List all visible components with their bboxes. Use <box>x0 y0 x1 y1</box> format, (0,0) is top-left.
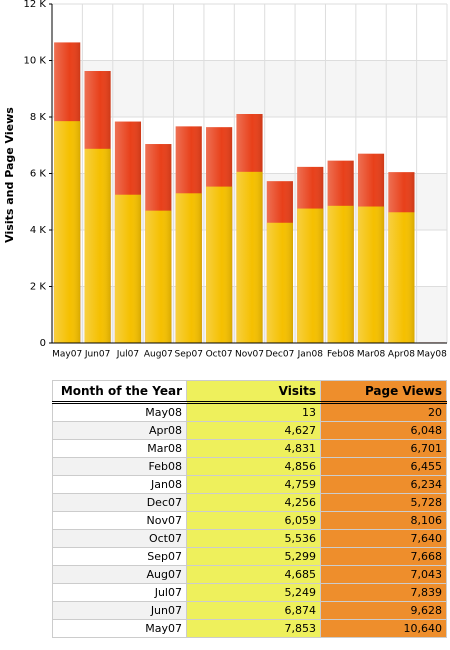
table-row: Apr08 4,627 6,048 <box>52 421 447 440</box>
table-row: Dec07 4,256 5,728 <box>52 493 447 512</box>
bar-shine <box>327 205 354 343</box>
table-row: Aug07 4,685 7,043 <box>52 565 447 584</box>
x-tick-label: May08 <box>417 350 447 360</box>
bar-shine <box>206 186 233 343</box>
table-cell: Jun07 <box>52 601 187 620</box>
header-row: Month of the Year Visits Page Views <box>52 380 447 404</box>
table-row: Sep07 5,299 7,668 <box>52 547 447 566</box>
table-cell: Aug07 <box>52 565 187 584</box>
table-row: May08 13 20 <box>52 402 447 422</box>
bar-shine <box>54 121 81 344</box>
table-cell: Mar08 <box>52 439 187 458</box>
table-cell: Jul07 <box>52 583 187 602</box>
bar-shine <box>114 194 142 343</box>
bar-shine <box>175 193 202 343</box>
table-cell: 7,839 <box>320 583 447 602</box>
x-tick-label: Mar08 <box>357 350 386 360</box>
y-axis-label: Visits and Page Views <box>3 107 16 243</box>
table-cell: May08 <box>52 402 187 422</box>
table-cell: 6,874 <box>186 601 321 620</box>
table-cell: Feb08 <box>52 457 187 476</box>
y-tick-label: 6 K <box>30 169 47 180</box>
table-cell: 6,234 <box>320 475 447 494</box>
data-table: Month of the Year Visits Page Views May08 13… <box>52 380 447 638</box>
table-cell: 20 <box>320 402 447 422</box>
x-tick-label: Aug07 <box>144 350 173 360</box>
table-row: Feb08 4,856 6,455 <box>52 457 447 476</box>
table-cell: Apr08 <box>52 421 187 440</box>
table-row: May07 7,853 10,640 <box>52 619 447 638</box>
table-row: Jan08 4,759 6,234 <box>52 475 447 494</box>
x-tick-label: Jul07 <box>116 350 139 360</box>
y-tick-label: 10 K <box>24 56 47 67</box>
table-cell: 4,627 <box>186 421 321 440</box>
table-cell: 5,249 <box>186 583 321 602</box>
table-cell: Sep07 <box>52 547 187 566</box>
table-cell: 5,728 <box>320 493 447 512</box>
table-cell: Nov07 <box>52 511 187 530</box>
x-tick-label: Apr08 <box>388 350 415 360</box>
bar-shine <box>297 208 324 343</box>
table-cell: 7,640 <box>320 529 447 548</box>
table-cell: 7,668 <box>320 547 447 566</box>
x-tick-label: Jun07 <box>84 350 111 360</box>
bar-shine <box>357 206 385 343</box>
bar-shine <box>84 148 111 343</box>
table-cell: 4,685 <box>186 565 321 584</box>
table-cell: 5,536 <box>186 529 321 548</box>
table-row: Jul07 5,249 7,839 <box>52 583 447 602</box>
bar-shine <box>388 212 415 343</box>
table-cell: 13 <box>186 402 321 422</box>
y-tick-label: 0 <box>40 338 46 349</box>
table-row: Nov07 6,059 8,106 <box>52 511 447 530</box>
y-tick-label: 2 K <box>30 282 47 293</box>
table-cell: 7,853 <box>186 619 321 638</box>
table-row: Mar08 4,831 6,701 <box>52 439 447 458</box>
column-header: Month of the Year <box>52 380 187 404</box>
table-cell: 4,856 <box>186 457 321 476</box>
table-cell: 4,759 <box>186 475 321 494</box>
bar-shine <box>236 171 263 343</box>
bar-shine <box>145 210 172 343</box>
table-cell: 6,701 <box>320 439 447 458</box>
x-tick-label: Sep07 <box>175 350 203 360</box>
chart: Visits and Page Views 0 2 K 4 K 6 K 8 K 10 K 1… <box>3 0 448 360</box>
y-tick-label: 12 K <box>24 0 47 10</box>
grid-band <box>52 60 447 117</box>
table-cell: 5,299 <box>186 547 321 566</box>
table-cell: 8,106 <box>320 511 447 530</box>
column-header: Page Views <box>320 380 447 404</box>
x-tick-label: May07 <box>52 350 82 360</box>
table-cell: 6,059 <box>186 511 321 530</box>
table-cell: 9,628 <box>320 601 447 620</box>
table-cell: 7,043 <box>320 565 447 584</box>
table-cell: Oct07 <box>52 529 187 548</box>
table-cell: Jan08 <box>52 475 187 494</box>
column-header: Visits <box>186 380 321 404</box>
x-tick-label: Nov07 <box>235 350 264 360</box>
x-tick-label: Jan08 <box>297 350 324 360</box>
bar-shine <box>266 222 293 343</box>
table-cell: 4,831 <box>186 439 321 458</box>
table-cell: 6,455 <box>320 457 447 476</box>
table-row: Oct07 5,536 7,640 <box>52 529 447 548</box>
x-tick-label: Feb08 <box>327 350 355 360</box>
table-cell: May07 <box>52 619 187 638</box>
y-tick-label: 4 K <box>30 225 47 236</box>
y-tick-label: 8 K <box>30 112 47 123</box>
table-cell: 4,256 <box>186 493 321 512</box>
table-row: Jun07 6,874 9,628 <box>52 601 447 620</box>
x-tick-label: Dec07 <box>265 350 294 360</box>
table-cell: 10,640 <box>320 619 447 638</box>
grid-band <box>52 4 447 61</box>
table-cell: 6,048 <box>320 421 447 440</box>
x-tick-label: Oct07 <box>206 350 233 360</box>
table-cell: Dec07 <box>52 493 187 512</box>
